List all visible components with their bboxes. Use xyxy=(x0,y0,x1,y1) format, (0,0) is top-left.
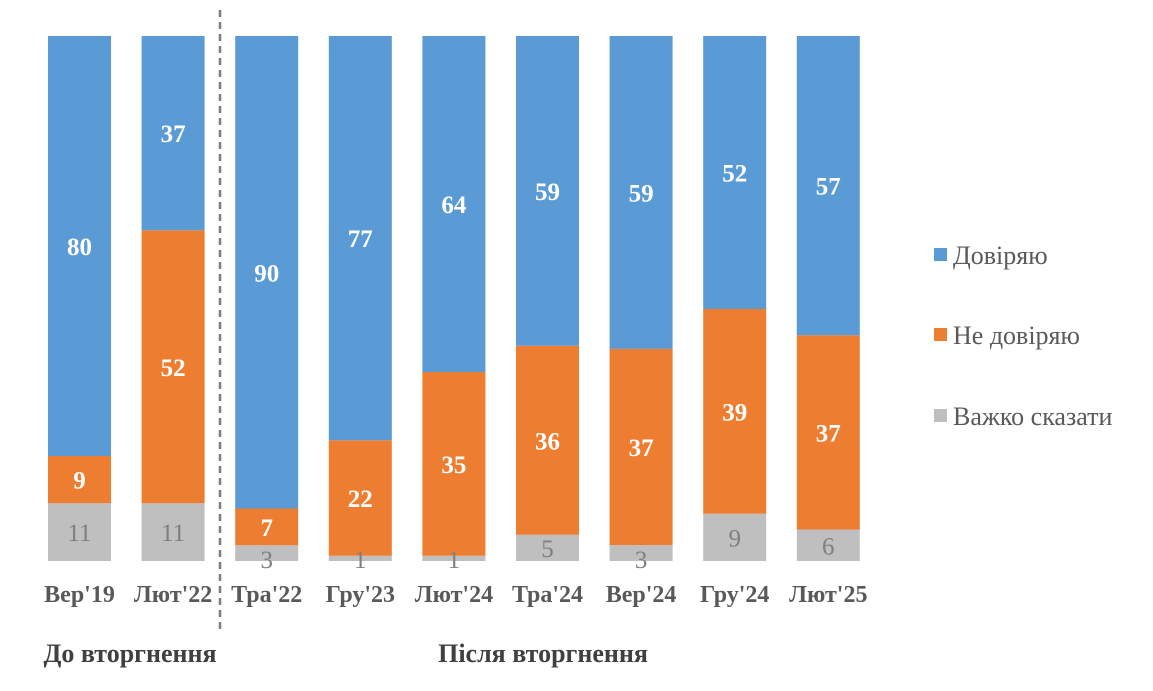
legend-label-hard-to-say: Важко сказати xyxy=(953,402,1112,431)
data-label-hard-to-say: 9 xyxy=(728,525,741,552)
bar-segment-trust xyxy=(516,36,579,346)
legend-swatch-distrust xyxy=(934,328,947,341)
bar-segment-trust xyxy=(328,36,392,441)
category-label: Вер'24 xyxy=(606,582,677,608)
data-label-hard-to-say: 3 xyxy=(260,547,273,574)
data-label-trust: 90 xyxy=(254,260,279,287)
bar-segment-trust xyxy=(703,36,767,309)
category-label: Гру'23 xyxy=(326,582,395,608)
data-label-distrust: 22 xyxy=(348,486,373,513)
category-label: Лют'22 xyxy=(134,582,212,608)
bar-segment-distrust xyxy=(703,309,767,514)
bar-segment-distrust xyxy=(516,345,579,535)
group-label-after: Після вторгнення xyxy=(438,639,648,668)
data-label-distrust: 37 xyxy=(816,420,841,447)
legend-label-distrust: Не довіряю xyxy=(953,321,1080,350)
category-labels: Вер'19 Лют'22 Тра'22 Гру'23 Лют'24 Тра'24 Вер'… xyxy=(44,582,867,608)
data-label-trust: 80 xyxy=(67,234,92,261)
bar-segment-hard-to-say xyxy=(609,545,673,561)
data-label-distrust: 52 xyxy=(161,355,186,382)
data-label-trust: 52 xyxy=(722,161,747,188)
data-label-hard-to-say: 6 xyxy=(822,533,835,560)
data-label-distrust: 7 xyxy=(260,515,273,542)
legend-label-trust: Довіряю xyxy=(953,241,1048,270)
data-label-hard-to-say: 1 xyxy=(448,547,461,574)
category-label: Вер'19 xyxy=(44,582,115,608)
bar-segment-trust xyxy=(609,36,673,349)
bar-segment-hard-to-say xyxy=(328,555,392,561)
data-label-distrust: 35 xyxy=(441,452,466,479)
data-label-distrust: 9 xyxy=(73,468,86,495)
legend: Довіряю Не довіряю Важко сказати xyxy=(934,241,1112,431)
legend-swatch-hard-to-say xyxy=(934,409,947,422)
bar-segment-trust xyxy=(235,36,299,509)
category-label: Гру'24 xyxy=(700,582,769,608)
bars-layer xyxy=(48,36,860,561)
data-label-trust: 37 xyxy=(161,121,186,148)
group-label-before: До вторгнення xyxy=(43,639,216,668)
category-label: Тра'24 xyxy=(512,582,583,608)
bar-segment-trust xyxy=(422,36,486,372)
bar-segment-hard-to-say xyxy=(703,513,767,561)
legend-swatch-trust xyxy=(934,248,947,261)
category-label: Тра'22 xyxy=(231,582,302,608)
data-label-trust: 64 xyxy=(441,192,467,219)
category-label: Лют'25 xyxy=(789,582,867,608)
data-label-hard-to-say: 1 xyxy=(354,547,367,574)
bar-segment-distrust xyxy=(796,335,860,530)
data-label-hard-to-say: 5 xyxy=(541,536,554,563)
bar-segment-distrust xyxy=(235,508,299,546)
bar-segment-distrust xyxy=(328,440,392,556)
bar-segment-distrust xyxy=(422,372,486,556)
data-label-trust: 77 xyxy=(348,226,373,253)
bar-segment-distrust xyxy=(609,348,673,546)
bar-segment-hard-to-say xyxy=(796,529,860,561)
category-label: Лют'24 xyxy=(415,582,493,608)
data-label-trust: 59 xyxy=(629,180,654,207)
bar-segment-distrust xyxy=(48,456,111,504)
data-label-distrust: 36 xyxy=(535,428,560,455)
bar-segment-trust xyxy=(141,36,205,231)
data-label-distrust: 39 xyxy=(722,399,747,426)
bar-segment-distrust xyxy=(141,230,205,504)
bar-segment-hard-to-say xyxy=(141,503,205,561)
data-label-trust: 59 xyxy=(535,179,560,206)
data-labels-layer: 1198011523737901227713564536593375993952… xyxy=(67,121,841,574)
bar-segment-hard-to-say xyxy=(516,534,579,561)
bar-segment-hard-to-say xyxy=(422,555,486,561)
data-label-distrust: 37 xyxy=(629,435,654,462)
data-label-hard-to-say: 11 xyxy=(161,520,185,547)
data-label-hard-to-say: 11 xyxy=(67,520,91,547)
data-label-hard-to-say: 3 xyxy=(635,547,648,574)
bar-segment-hard-to-say xyxy=(48,503,111,561)
bar-segment-trust xyxy=(796,36,860,336)
data-label-trust: 57 xyxy=(816,174,841,201)
bar-segment-hard-to-say xyxy=(235,545,299,561)
bar-segment-trust xyxy=(48,36,111,456)
